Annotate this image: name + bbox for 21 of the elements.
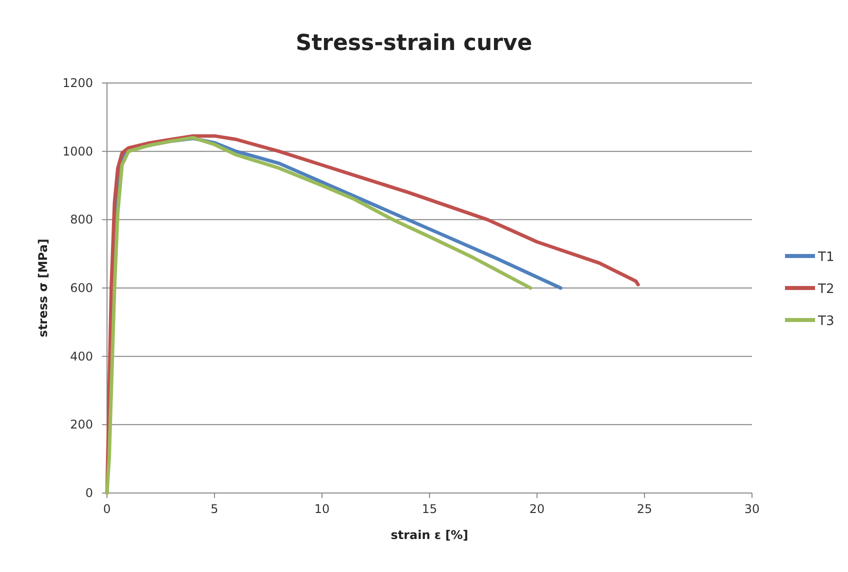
legend-label: T1	[817, 250, 834, 265]
x-tick-label: 25	[636, 502, 652, 516]
x-tick-label: 15	[422, 502, 438, 516]
y-tick-label: 0	[85, 486, 93, 500]
y-tick-label: 800	[70, 212, 93, 227]
chart-title: Stress-strain curve	[296, 31, 532, 56]
y-axis-title: stress σ [MPa]	[36, 238, 50, 338]
line-series	[105, 136, 532, 495]
y-tick-label: 1200	[62, 76, 93, 90]
y-tick-label: 600	[70, 281, 93, 295]
y-tick-label: 1000	[62, 144, 93, 158]
x-tick-label: 5	[210, 502, 218, 516]
legend-label: T2	[817, 282, 834, 297]
x-tick-label: 0	[103, 502, 111, 516]
x-tick-label: 20	[529, 502, 545, 516]
x-tick-label: 10	[314, 502, 330, 516]
legend-label: T3	[817, 314, 834, 329]
y-tick-label: 400	[70, 349, 93, 364]
x-tick-label: 30	[744, 502, 760, 516]
y-tick-label: 200	[70, 418, 93, 432]
x-axis-title: strain ε [%]	[390, 528, 468, 542]
